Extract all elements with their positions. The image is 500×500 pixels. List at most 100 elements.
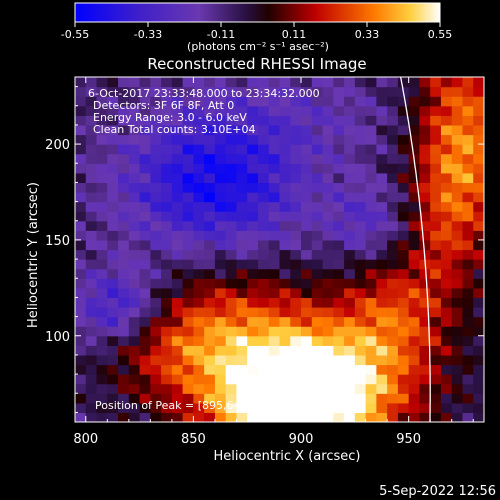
heatmap-cell xyxy=(128,307,141,318)
heatmap-cell xyxy=(107,144,119,155)
heatmap-cell xyxy=(290,307,302,318)
heatmap-cell xyxy=(376,105,388,116)
heatmap-cell xyxy=(419,326,431,337)
heatmap-cell xyxy=(107,172,119,184)
heatmap-cell xyxy=(279,393,291,404)
heatmap-cell xyxy=(139,230,151,241)
heatmap-cell xyxy=(473,182,484,193)
heatmap-cell xyxy=(214,307,227,318)
heatmap-cell xyxy=(107,239,119,251)
heatmap-cell xyxy=(204,211,216,222)
heatmap-cell xyxy=(257,383,270,394)
heatmap-cell xyxy=(387,345,399,356)
heatmap-cell xyxy=(118,124,130,136)
heatmap-cell xyxy=(193,144,205,155)
heatmap-cell xyxy=(365,268,377,279)
heatmap-cell xyxy=(107,316,119,327)
heatmap-cell xyxy=(193,402,205,414)
heatmap-cell xyxy=(290,249,302,260)
heatmap-cell xyxy=(387,124,399,136)
heatmap-cell xyxy=(171,134,184,145)
heatmap-cell xyxy=(268,354,281,366)
colorbar-tick-label: 0.55 xyxy=(428,28,453,41)
heatmap-cell xyxy=(75,278,87,289)
heatmap-cell xyxy=(322,172,334,184)
heatmap-cell xyxy=(344,316,356,327)
heatmap-cell xyxy=(161,297,173,308)
heatmap-cell xyxy=(311,211,324,222)
heatmap-cell xyxy=(75,230,87,241)
heatmap-cell xyxy=(85,192,98,203)
heatmap-cell xyxy=(236,297,248,308)
heatmap-cell xyxy=(139,297,151,308)
heatmap-cell xyxy=(236,182,248,193)
heatmap-cell xyxy=(333,86,345,97)
heatmap-cell xyxy=(430,249,442,260)
heatmap-cell xyxy=(139,326,151,337)
heatmap-cell xyxy=(107,335,119,346)
heatmap-cell xyxy=(139,77,151,88)
heatmap-cell xyxy=(257,86,270,97)
heatmap-cell xyxy=(451,402,464,414)
heatmap-cell xyxy=(301,211,313,222)
heatmap-cell xyxy=(397,124,410,136)
heatmap-cell xyxy=(387,354,399,366)
heatmap-cell xyxy=(75,105,87,116)
heatmap-cell xyxy=(128,153,141,164)
heatmap-cell xyxy=(150,211,162,222)
heatmap-cell xyxy=(247,220,259,231)
heatmap-cell xyxy=(279,268,291,279)
heatmap-cell xyxy=(451,239,464,251)
heatmap-cell xyxy=(408,326,421,337)
heatmap-cell xyxy=(290,144,302,155)
heatmap-cell xyxy=(225,259,238,270)
heatmap-cell xyxy=(408,201,421,212)
heatmap-cell xyxy=(462,412,474,422)
heatmap-cell xyxy=(214,220,227,231)
heatmap-cell xyxy=(257,249,270,260)
heatmap-cell xyxy=(139,192,151,203)
heatmap-cell xyxy=(268,182,281,193)
heatmap-cell xyxy=(214,182,227,193)
heatmap-cell xyxy=(118,182,130,193)
heatmap-cell xyxy=(193,134,205,145)
heatmap-cell xyxy=(290,412,302,422)
heatmap-cell xyxy=(161,364,173,375)
heatmap-cell xyxy=(257,335,270,346)
heatmap-cell xyxy=(85,124,98,136)
heatmap-cell xyxy=(257,307,270,318)
heatmap-cell xyxy=(419,153,431,164)
heatmap-cell xyxy=(171,316,184,327)
heatmap-cell xyxy=(430,105,442,116)
heatmap-cell xyxy=(408,268,421,279)
heatmap-cell xyxy=(397,393,410,404)
heatmap-cell xyxy=(440,326,453,337)
colorbar-tick-label: 0.33 xyxy=(355,28,380,41)
heatmap-cell xyxy=(440,297,453,308)
heatmap-cell xyxy=(408,96,421,107)
heatmap-cell xyxy=(193,172,205,184)
heatmap-cell xyxy=(440,144,453,155)
heatmap-cell xyxy=(150,105,162,116)
heatmap-cell xyxy=(279,374,291,385)
heatmap-cell xyxy=(236,412,248,422)
heatmap-cell xyxy=(397,383,410,394)
heatmap-cell xyxy=(397,163,410,174)
heatmap-cell xyxy=(139,239,151,251)
heatmap-cell xyxy=(333,220,345,231)
heatmap-cell xyxy=(257,115,270,126)
heatmap-cell xyxy=(354,239,367,251)
heatmap-cell xyxy=(85,316,98,327)
heatmap-cell xyxy=(473,86,484,97)
heatmap-cell xyxy=(96,268,108,279)
heatmap-cell xyxy=(150,374,162,385)
heatmap-cell xyxy=(268,86,281,97)
heatmap-cell xyxy=(397,182,410,193)
heatmap-cell xyxy=(247,105,259,116)
heatmap-cell xyxy=(387,316,399,327)
heatmap-cell xyxy=(107,307,119,318)
x-tick-label: 800 xyxy=(73,432,98,447)
heatmap-cell xyxy=(333,105,345,116)
heatmap-cell xyxy=(193,316,205,327)
heatmap-cell xyxy=(311,220,324,231)
